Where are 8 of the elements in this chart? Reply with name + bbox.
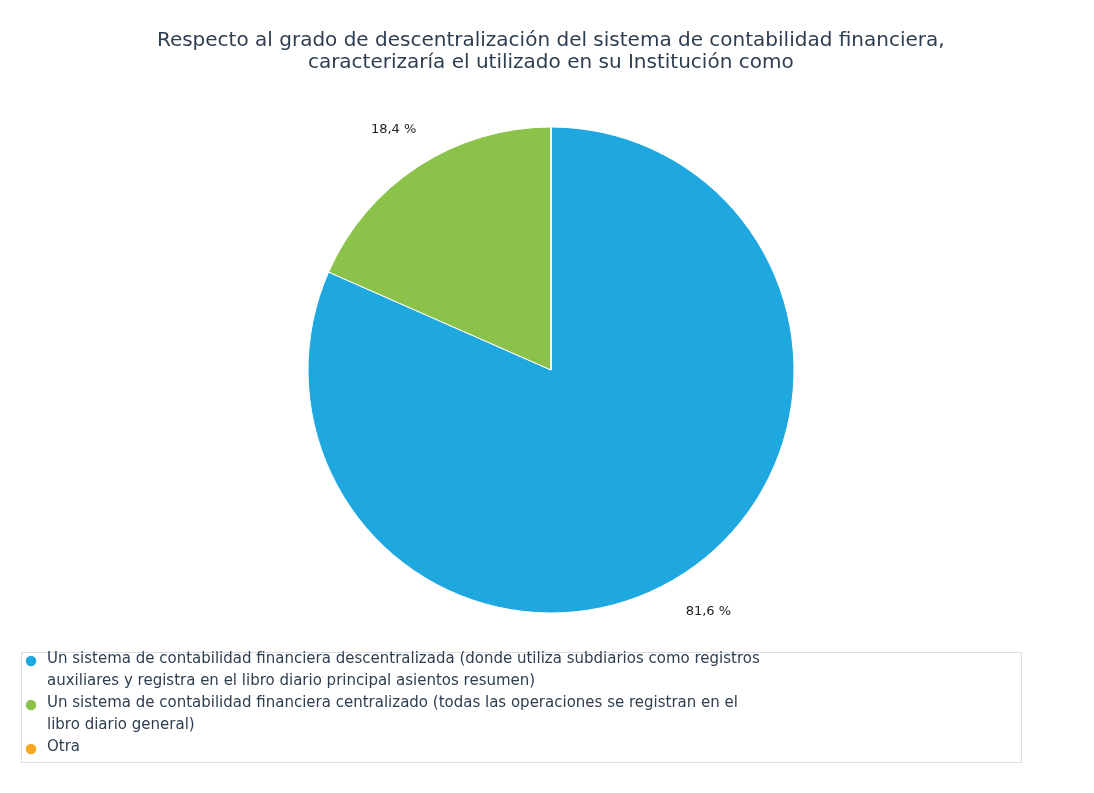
legend-label: Un sistema de contabilidad financiera descentralizada (donde utiliza subdiarios como registros auxiliares y registra en el libro diario principal asientos resumen): [47, 649, 760, 689]
text: Respecto al grado de descentralización del sistema de contabilidad financiera,: [156, 27, 945, 51]
pie-slice: [307, 126, 795, 614]
legend-label: Un sistema de contabilidad financiera centralizado (todas las operaciones se registran en el libro diario general): [47, 693, 738, 733]
data-label: 18,4 %: [370, 120, 417, 136]
legend-label: Otra: [47, 737, 81, 755]
text: caracterizaría el utilizado en su Institución como: [307, 49, 794, 73]
data-label: 81,6 %: [685, 603, 732, 619]
